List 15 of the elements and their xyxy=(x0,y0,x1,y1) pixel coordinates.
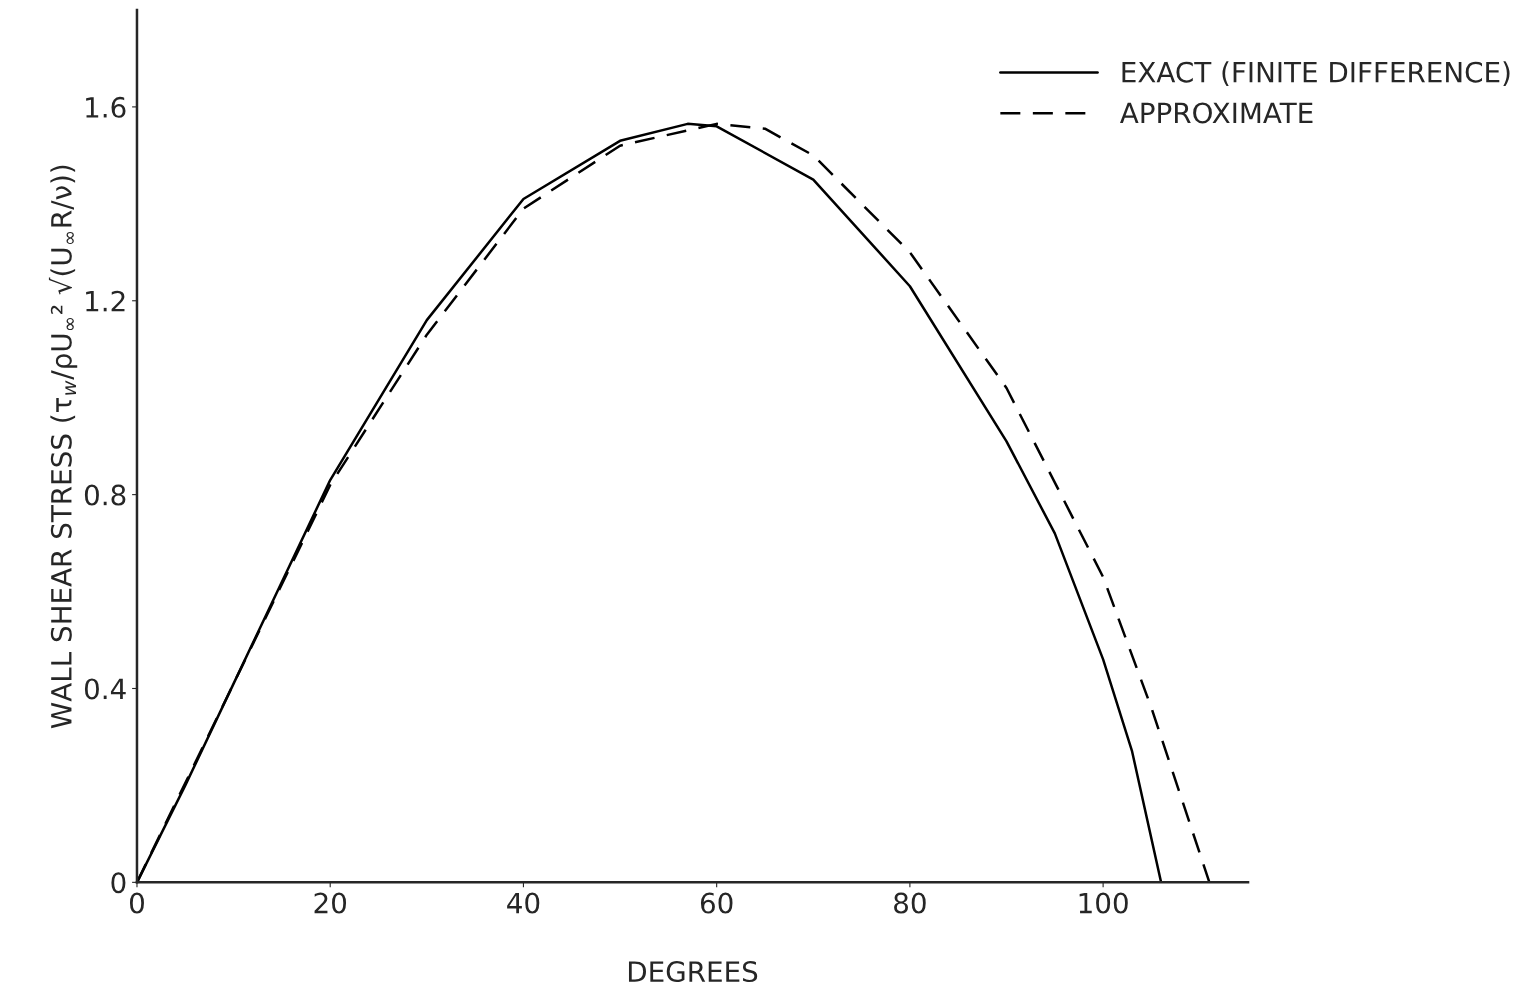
x-tick-label: 60 xyxy=(700,892,733,914)
y-tick-label: 1.6 xyxy=(86,96,126,118)
legend-label: APPROXIMATE xyxy=(1120,102,1313,124)
legend-label: EXACT (FINITE DIFFERENCE) xyxy=(1122,61,1510,86)
y-tick-label: 1.2 xyxy=(86,290,125,312)
x-tick-label: 40 xyxy=(507,892,540,914)
x-axis-title: DEGREES xyxy=(628,961,758,983)
y-tick-label: 0 xyxy=(111,872,126,894)
y-tick-label: 0.8 xyxy=(84,484,126,506)
x-tick-label: 0 xyxy=(129,892,144,914)
y-tick-label: 0.4 xyxy=(84,678,126,700)
x-tick-label: 100 xyxy=(1079,892,1128,914)
x-tick-label: 20 xyxy=(314,892,347,914)
y-axis-title: WALL SHEAR STRESS (τ$_{w}$/ρU$_{∞}$² √(U$_{∞}$R/ν)) xyxy=(48,165,78,729)
x-tick-label: 80 xyxy=(894,892,926,914)
